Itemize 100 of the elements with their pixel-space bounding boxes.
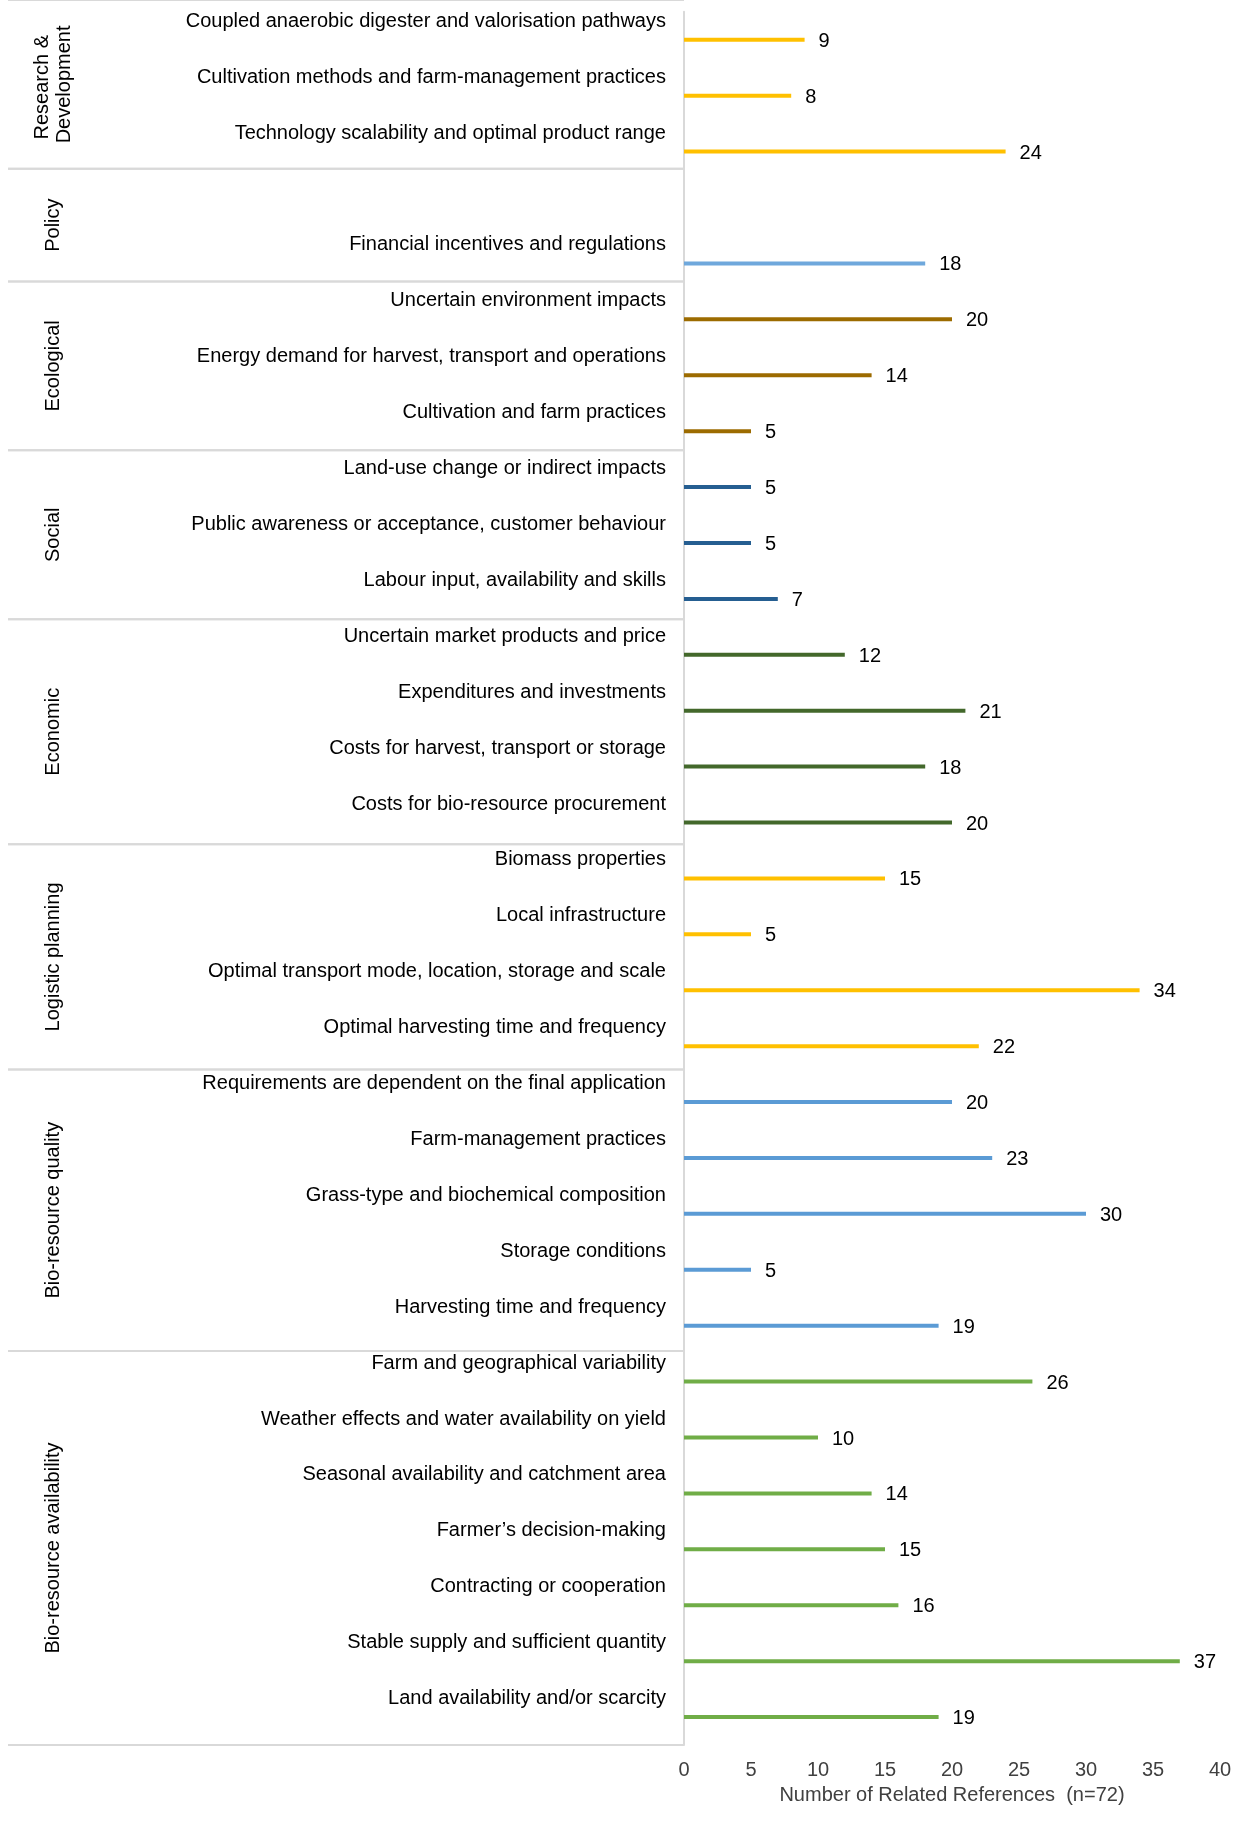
y-tick-label: Land availability and/or scarcity bbox=[388, 1686, 666, 1709]
bar bbox=[684, 652, 845, 657]
bar bbox=[684, 1100, 952, 1105]
bar bbox=[684, 37, 805, 42]
y-tick-label: Expenditures and investments bbox=[398, 679, 666, 702]
y-tick-label: Farmer’s decision-making bbox=[436, 1518, 666, 1541]
data-label: 8 bbox=[805, 84, 817, 107]
y-tick-label: Energy demand for harvest, transport and operations bbox=[196, 344, 666, 367]
data-label: 10 bbox=[832, 1426, 855, 1449]
y-tick-label: Costs for harvest, transport or storage bbox=[329, 735, 666, 758]
y-tick-label: Optimal harvesting time and frequency bbox=[323, 1015, 666, 1038]
text: Bio-resource availability bbox=[41, 1442, 63, 1654]
bar bbox=[684, 149, 1006, 154]
data-label: 5 bbox=[765, 923, 777, 946]
bar bbox=[684, 876, 885, 881]
text: Policy bbox=[41, 198, 63, 252]
data-label: 20 bbox=[966, 811, 989, 834]
bar bbox=[684, 261, 926, 266]
bar bbox=[684, 540, 751, 545]
y-tick-label: Coupled anaerobic digester and valorisation pathways bbox=[185, 8, 666, 31]
data-label: 7 bbox=[791, 587, 803, 610]
y-tick-label: Land-use change or indirect impacts bbox=[343, 456, 666, 479]
bar bbox=[684, 1715, 939, 1720]
data-label: 21 bbox=[979, 699, 1002, 722]
data-label: 20 bbox=[966, 1091, 989, 1114]
bar bbox=[684, 1379, 1033, 1384]
y-tick-label: Uncertain environment impacts bbox=[390, 288, 666, 311]
text: Social bbox=[41, 507, 63, 562]
data-label: 9 bbox=[818, 28, 830, 51]
y-tick-label: Storage conditions bbox=[500, 1238, 666, 1261]
bar bbox=[684, 317, 952, 322]
x-tick-label: 40 bbox=[1208, 1758, 1232, 1780]
data-label: 14 bbox=[885, 1482, 908, 1505]
y-tick-label: Labour input, availability and skills bbox=[363, 567, 666, 590]
bar bbox=[684, 1323, 939, 1328]
bar bbox=[684, 373, 872, 378]
y-tick-label: Public awareness or acceptance, customer behaviour bbox=[191, 511, 667, 534]
y-tick-label: Seasonal availability and catchment area bbox=[302, 1462, 667, 1485]
y-tick-label: Harvesting time and frequency bbox=[394, 1294, 666, 1317]
data-label: 30 bbox=[1100, 1202, 1123, 1225]
y-tick-label: Farm and geographical variability bbox=[371, 1350, 666, 1373]
y-tick-label: Biomass properties bbox=[494, 847, 666, 870]
y-tick-label: Stable supply and sufficient quantity bbox=[347, 1630, 666, 1653]
data-label: 34 bbox=[1153, 979, 1176, 1002]
bar bbox=[684, 1211, 1086, 1216]
y-tick-label: Technology scalability and optimal product range bbox=[234, 120, 666, 143]
bar bbox=[684, 1155, 993, 1160]
y-tick-label: Cultivation methods and farm-management practices bbox=[196, 64, 666, 87]
y-tick-label: Farm-management practices bbox=[410, 1126, 666, 1149]
y-tick-label: Requirements are dependent on the final application bbox=[202, 1071, 666, 1094]
data-label: 26 bbox=[1046, 1370, 1069, 1393]
x-tick-label: 25 bbox=[1007, 1758, 1031, 1780]
x-tick-label: 20 bbox=[940, 1758, 964, 1780]
data-label: 19 bbox=[952, 1706, 975, 1729]
bar bbox=[684, 485, 751, 490]
bar bbox=[684, 1044, 979, 1049]
y-tick-label: Cultivation and farm practices bbox=[402, 400, 666, 423]
y-tick-label: Costs for bio-resource procurement bbox=[351, 791, 667, 814]
data-label: 14 bbox=[885, 364, 908, 387]
bar bbox=[684, 708, 966, 713]
data-label: 23 bbox=[1006, 1146, 1029, 1169]
text: Ecological bbox=[41, 320, 63, 412]
x-tick-label: 0 bbox=[678, 1758, 690, 1780]
text: Logistic planning bbox=[41, 882, 63, 1032]
bar bbox=[684, 596, 778, 601]
data-label: 24 bbox=[1019, 140, 1042, 163]
data-label: 22 bbox=[992, 1035, 1016, 1058]
text: Economic bbox=[41, 687, 63, 776]
x-axis-title: Number of Related References (n=72) bbox=[779, 1782, 1125, 1805]
y-tick-label: Local infrastructure bbox=[495, 903, 666, 926]
text: Research & Development bbox=[30, 25, 74, 144]
bar bbox=[684, 988, 1140, 993]
y-tick-label: Contracting or cooperation bbox=[430, 1574, 666, 1597]
data-label: 20 bbox=[966, 308, 989, 331]
data-label: 5 bbox=[765, 476, 777, 499]
data-label: 5 bbox=[765, 420, 777, 443]
bar bbox=[684, 429, 751, 434]
data-label: 15 bbox=[899, 867, 922, 890]
data-label: 16 bbox=[912, 1594, 935, 1617]
bar bbox=[684, 1547, 885, 1552]
y-tick-label: Weather effects and water availability on yield bbox=[260, 1406, 666, 1429]
text: Bio-resource quality bbox=[41, 1121, 63, 1299]
y-tick-label: Uncertain market products and price bbox=[343, 623, 666, 646]
bar bbox=[684, 1267, 751, 1272]
data-label: 5 bbox=[765, 1258, 777, 1281]
y-tick-label: Financial incentives and regulations bbox=[349, 232, 666, 255]
x-tick-label: 10 bbox=[806, 1758, 830, 1780]
bar bbox=[684, 1659, 1180, 1664]
bar bbox=[684, 1603, 899, 1608]
data-label: 12 bbox=[858, 643, 882, 666]
x-tick-label: 30 bbox=[1074, 1758, 1098, 1780]
data-label: 18 bbox=[939, 252, 962, 275]
y-tick-label: Grass-type and biochemical composition bbox=[305, 1182, 666, 1205]
bar bbox=[684, 93, 792, 98]
bar bbox=[684, 932, 751, 937]
x-tick-label: 5 bbox=[745, 1758, 757, 1780]
data-label: 37 bbox=[1193, 1650, 1217, 1673]
bar bbox=[684, 820, 952, 825]
data-label: 19 bbox=[952, 1314, 975, 1337]
data-label: 18 bbox=[939, 755, 962, 778]
